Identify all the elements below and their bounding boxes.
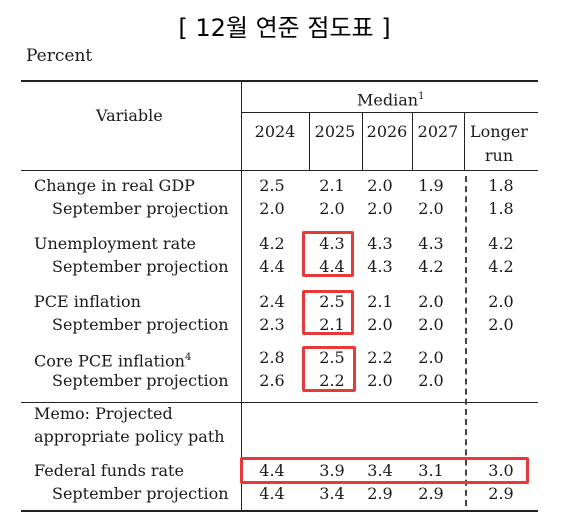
value-cell: 2.5 [319, 292, 345, 311]
value-cell: 2.0 [418, 371, 444, 390]
row-label-text: September projection [52, 257, 229, 276]
row-label-text: September projection [52, 484, 229, 503]
value-cell: 2.1 [367, 292, 393, 311]
longer-run-header-1: Longer [470, 122, 528, 141]
value-cell: 2.3 [259, 315, 285, 334]
value-cell: 2.9 [488, 484, 514, 503]
row-label: September projection [52, 315, 229, 335]
row-label: September projection [52, 484, 229, 504]
value-cell: 2.0 [259, 199, 285, 218]
value-cell: 3.4 [319, 484, 345, 503]
value-cell: 2.0 [488, 315, 514, 334]
value-cell: 1.8 [488, 199, 514, 218]
value-cell: 2.0 [418, 199, 444, 218]
median-header: Median1 [357, 87, 424, 110]
row-label: September projection [52, 371, 229, 391]
highlight-core-pce-2025 [302, 346, 356, 392]
value-cell: 4.4 [319, 257, 345, 276]
value-cell: 4.3 [367, 257, 393, 276]
value-cell: 2.2 [319, 371, 345, 390]
value-cell: 2.0 [418, 348, 444, 367]
row-label: PCE inflation [34, 292, 141, 312]
value-cell: 2.0 [367, 199, 393, 218]
value-cell: 2.0 [418, 315, 444, 334]
value-cell: 2.0 [488, 292, 514, 311]
value-cell: 2.0 [367, 371, 393, 390]
median-header-text: Median [357, 90, 419, 110]
longer-run-header-2: run [484, 146, 514, 165]
value-cell: 3.9 [319, 461, 345, 480]
value-cell: 2.1 [319, 176, 345, 195]
row-label: September projection [52, 199, 229, 219]
value-cell: 2.8 [259, 348, 285, 367]
variable-column-divider [241, 80, 242, 511]
value-cell: 2.9 [418, 484, 444, 503]
row-label-text: September projection [52, 315, 229, 334]
value-cell: 2.0 [418, 292, 444, 311]
header-divider-2026 [362, 113, 363, 170]
year-2024-header: 2024 [254, 122, 296, 141]
row-label: Federal funds rate [34, 461, 184, 481]
value-cell: 2.0 [367, 176, 393, 195]
row-label-text: PCE inflation [34, 292, 141, 311]
value-cell: 4.4 [259, 461, 285, 480]
highlight-federal-funds-rate [240, 457, 529, 484]
row-label: Core PCE inflation4 [34, 348, 191, 371]
value-cell: 4.4 [259, 257, 285, 276]
median-footnote: 1 [418, 91, 425, 102]
value-cell: 4.3 [418, 234, 444, 253]
row-label-text: September projection [52, 199, 229, 218]
value-cell: 4.2 [418, 257, 444, 276]
row-label-text: September projection [52, 371, 229, 390]
value-cell: 2.0 [319, 199, 345, 218]
header-divider-2027 [412, 113, 413, 170]
value-cell: 3.4 [367, 461, 393, 480]
value-cell: 4.2 [259, 234, 285, 253]
header-divider-2025 [309, 113, 310, 170]
year-2025-header: 2025 [314, 122, 356, 141]
value-cell: 1.8 [488, 176, 514, 195]
row-label: September projection [52, 257, 229, 277]
memo-rule [21, 402, 538, 403]
header-bottom-rule [21, 170, 538, 171]
row-footnote: 4 [184, 352, 192, 363]
median-rule [241, 112, 538, 113]
value-cell: 3.0 [488, 461, 514, 480]
value-cell: 2.5 [259, 176, 285, 195]
table-top-rule [21, 80, 538, 82]
highlight-pce-2025 [302, 290, 354, 335]
page-title: [ 12월 연준 점도표 ] [178, 14, 391, 42]
header-divider-longer-run [464, 113, 465, 170]
value-cell: 4.2 [488, 234, 514, 253]
table-bottom-rule [21, 510, 538, 512]
value-cell: 4.3 [319, 234, 345, 253]
value-cell: 4.4 [259, 484, 285, 503]
row-label-text: Core PCE inflation [34, 351, 185, 371]
value-cell: 2.0 [367, 315, 393, 334]
value-cell: 2.6 [259, 371, 285, 390]
value-cell: 2.2 [367, 348, 393, 367]
year-2026-header: 2026 [366, 122, 408, 141]
value-cell: 3.1 [418, 461, 444, 480]
row-label-text: Change in real GDP [34, 176, 195, 195]
memo-line-2: appropriate policy path [34, 427, 225, 446]
row-label-text: Federal funds rate [34, 461, 184, 480]
longer-run-dashed-divider [465, 176, 467, 506]
row-label: Unemployment rate [34, 234, 196, 254]
memo-line-1: Memo: Projected [34, 404, 173, 423]
highlight-unemployment-2025 [302, 231, 354, 277]
year-2027-header: 2027 [417, 122, 459, 141]
value-cell: 4.2 [488, 257, 514, 276]
row-label: Change in real GDP [34, 176, 195, 196]
value-cell: 2.1 [319, 315, 345, 334]
variable-header: Variable [96, 106, 163, 125]
unit-label: Percent [26, 46, 93, 66]
value-cell: 1.9 [418, 176, 444, 195]
value-cell: 2.5 [319, 348, 345, 367]
value-cell: 4.3 [367, 234, 393, 253]
value-cell: 2.4 [259, 292, 285, 311]
value-cell: 2.9 [367, 484, 393, 503]
row-label-text: Unemployment rate [34, 234, 197, 253]
